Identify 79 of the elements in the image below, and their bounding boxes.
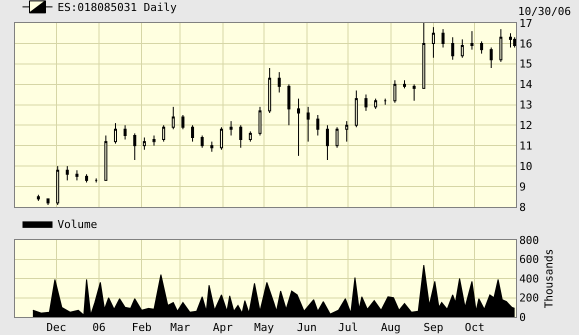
y-tick-label: 17 [519, 16, 532, 30]
candlestick [220, 126, 223, 150]
candlestick [200, 134, 204, 148]
candlestick [297, 98, 300, 156]
x-tick-label: Sep [423, 321, 444, 334]
candlestick [345, 120, 348, 142]
x-tick-label: May [254, 321, 274, 334]
candlestick [306, 106, 310, 142]
candlestick [152, 134, 156, 146]
candlestick [508, 32, 512, 48]
candlestick [287, 84, 290, 126]
candlestick [442, 28, 445, 48]
candlestick [248, 130, 252, 142]
candlestick [354, 90, 358, 128]
candlestick [336, 126, 339, 148]
candlestick [172, 106, 175, 130]
y-tick-label: 15 [519, 58, 532, 71]
candlestick [114, 122, 117, 144]
candlestick [278, 72, 281, 94]
candlestick [374, 98, 378, 110]
y-tick-label: 600 [519, 253, 540, 266]
y-tick-label: 13 [519, 98, 532, 112]
candlestick [451, 36, 454, 60]
candlestick [268, 67, 272, 114]
candlestick [85, 174, 88, 183]
candlestick [490, 47, 493, 68]
candlestick [162, 124, 166, 142]
candlestick [393, 80, 396, 104]
x-tick-label: Dec [46, 321, 66, 334]
x-tick-label: Jul [338, 321, 358, 334]
y-tick-label: 800 [519, 234, 540, 247]
x-tick-label: Feb [132, 321, 152, 334]
legend-label: Volume [58, 218, 98, 232]
x-tick-label: Mar [170, 321, 190, 334]
candlestick [384, 98, 387, 106]
candlestick [191, 124, 194, 142]
candlestick [181, 114, 184, 130]
y-tick-label: 16 [519, 37, 532, 50]
candlestick [210, 141, 214, 152]
candlestick [46, 198, 50, 206]
candlestick [94, 178, 98, 183]
y-axis-title: Thousands [542, 248, 556, 308]
candlestick [412, 84, 416, 102]
candlestick [230, 120, 233, 136]
x-tick-label: 06 [92, 321, 106, 334]
y-tick-label: 11 [519, 140, 532, 153]
text: 10/30/06 [518, 5, 571, 18]
y-tick-label: 200 [519, 292, 540, 305]
candlestick [258, 106, 262, 136]
y-tick-label: 400 [519, 272, 540, 286]
y-tick-label: 9 [519, 180, 526, 194]
candlestick [364, 94, 368, 112]
y-tick-label: 0 [519, 310, 526, 324]
x-tick-label: Oct [464, 321, 485, 334]
legend-label: ES:018085031 Daily [58, 1, 178, 14]
y-tick-label: 12 [519, 119, 532, 132]
candlestick [513, 36, 516, 48]
candlestick [470, 30, 474, 50]
x-tick-label: Apr [212, 321, 234, 334]
candlestick [36, 194, 40, 202]
candlestick [66, 166, 69, 181]
candlestick [104, 134, 108, 181]
x-tick-label: Jun [296, 321, 317, 334]
candlestick [239, 124, 242, 148]
candlestick [124, 124, 127, 140]
y-tick-label: 10 [519, 160, 532, 173]
candlestick [75, 170, 78, 181]
candlestick [142, 136, 146, 150]
candlestick [326, 124, 329, 160]
candlestick [133, 132, 136, 160]
candlestick [403, 80, 406, 89]
candlestick [316, 114, 320, 136]
candlestick [480, 40, 484, 54]
candlestick [460, 38, 464, 58]
y-tick-label: 8 [519, 200, 526, 214]
candlestick [499, 28, 502, 62]
x-tick-label: Aug [380, 321, 401, 334]
candlestick [432, 26, 435, 58]
y-tick-label: 14 [519, 78, 533, 92]
